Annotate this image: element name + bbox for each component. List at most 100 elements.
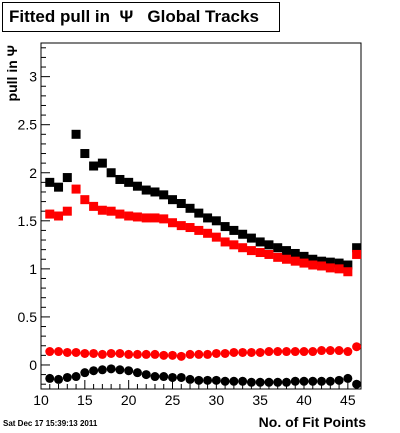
data-point-circle [159, 350, 169, 360]
data-point-square [150, 187, 160, 197]
data-point-circle [255, 347, 265, 357]
data-point-square [194, 225, 204, 235]
data-point-square [168, 195, 178, 205]
data-point-square [255, 248, 265, 258]
data-point-square [54, 182, 64, 192]
data-point-circle [124, 366, 134, 376]
data-point-circle [168, 350, 178, 360]
data-point-circle [334, 346, 344, 356]
data-point-square [352, 243, 362, 253]
data-point-square [273, 252, 283, 262]
data-point-circle [229, 376, 239, 386]
x-tick-label: 25 [165, 392, 181, 408]
data-point-circle [211, 375, 221, 385]
data-point-circle [220, 348, 230, 358]
data-point-square [45, 177, 55, 187]
data-point-circle [176, 351, 186, 361]
data-point-circle [238, 347, 248, 357]
data-point-square [334, 258, 344, 268]
data-point-square [299, 258, 309, 268]
data-point-circle [106, 364, 116, 374]
timestamp: Sat Dec 17 15:39:13 2011 [3, 419, 98, 428]
data-point-square [115, 174, 125, 184]
data-point-square [159, 190, 169, 200]
data-point-square [106, 206, 116, 216]
x-tick-label: 40 [296, 392, 312, 408]
data-point-circle [290, 376, 300, 386]
data-point-circle [141, 370, 151, 380]
data-point-circle [132, 349, 142, 359]
data-point-square [54, 211, 64, 221]
data-point-circle [62, 372, 72, 382]
data-point-square [80, 195, 90, 205]
data-point-circle [343, 373, 353, 383]
data-point-square [238, 243, 248, 253]
data-point-circle [194, 375, 204, 385]
data-point-square [80, 149, 90, 159]
data-point-square [343, 267, 353, 277]
data-point-circle [308, 376, 318, 386]
data-point-square [89, 201, 99, 211]
data-point-square [132, 181, 142, 191]
data-point-circle [299, 347, 309, 357]
data-point-circle [352, 379, 362, 389]
data-point-square [124, 177, 134, 187]
plot-frame [40, 42, 362, 390]
data-point-square [246, 233, 256, 243]
x-tick-label: 45 [340, 392, 356, 408]
data-point-circle [299, 376, 309, 386]
data-point-circle [80, 348, 90, 358]
data-point-circle [150, 372, 160, 382]
data-point-circle [264, 377, 274, 387]
data-point-square [281, 246, 291, 256]
data-point-circle [150, 349, 160, 359]
data-point-circle [168, 372, 178, 382]
y-tick-label: 2.5 [18, 117, 38, 133]
data-point-square [97, 205, 107, 215]
data-point-circle [211, 348, 221, 358]
data-point-circle [194, 349, 204, 359]
data-point-square [132, 212, 142, 222]
data-point-square [89, 161, 99, 171]
data-point-circle [317, 346, 327, 356]
data-point-circle [45, 347, 55, 357]
data-point-square [246, 246, 256, 256]
data-point-square [343, 260, 353, 270]
data-point-square [273, 243, 283, 253]
data-point-square [176, 199, 186, 209]
y-tick-label: 3 [29, 69, 37, 85]
data-point-square [45, 209, 55, 219]
data-point-circle [246, 347, 256, 357]
data-point-square [141, 185, 151, 195]
data-point-square [229, 225, 239, 235]
data-point-square [325, 257, 335, 267]
data-point-circle [220, 376, 230, 386]
data-point-square [290, 248, 300, 258]
data-point-circle [238, 376, 248, 386]
data-point-square [317, 261, 327, 271]
data-point-circle [273, 377, 283, 387]
data-point-circle [203, 375, 213, 385]
data-point-circle [45, 373, 55, 383]
data-point-circle [203, 349, 213, 359]
y-tick-label: 1 [29, 261, 37, 277]
data-point-circle [71, 347, 81, 357]
data-point-square [97, 158, 107, 168]
y-axis-label: pull in Ψ [4, 45, 20, 101]
data-point-circle [246, 377, 256, 387]
data-point-circle [62, 347, 72, 357]
data-point-circle [132, 368, 142, 378]
data-point-square [334, 264, 344, 274]
x-tick-label: 15 [77, 392, 93, 408]
data-point-circle [281, 377, 291, 387]
data-point-circle [273, 347, 283, 357]
data-point-circle [159, 372, 169, 382]
data-point-square [185, 223, 195, 233]
x-axis-label: No. of Fit Points [259, 414, 367, 430]
data-point-square [317, 256, 327, 266]
data-point-circle [106, 348, 116, 358]
data-point-square [141, 213, 151, 223]
data-point-circle [185, 374, 195, 384]
data-point-circle [54, 374, 64, 384]
x-tick-label: 30 [209, 392, 225, 408]
